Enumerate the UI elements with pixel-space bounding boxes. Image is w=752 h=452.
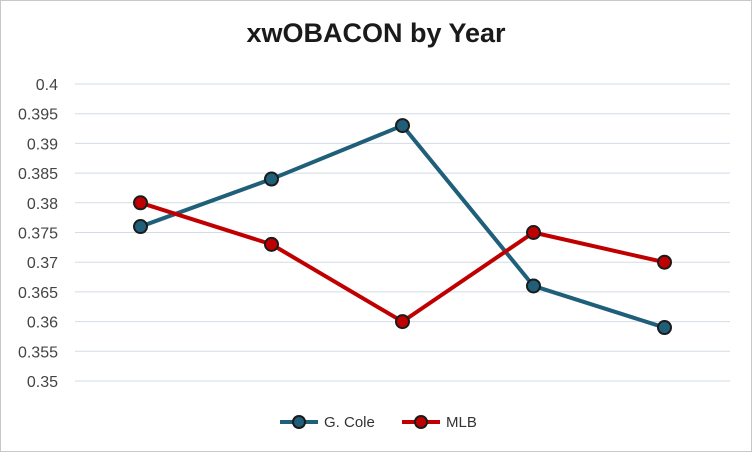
y-tick-label: 0.385 <box>18 166 58 183</box>
legend-label: G. Cole <box>324 414 375 431</box>
y-tick-label: 0.375 <box>18 226 58 243</box>
data-point <box>395 314 410 330</box>
y-tick-label: 0.38 <box>27 196 58 213</box>
data-point <box>657 320 672 336</box>
y-tick-label: 0.4 <box>36 77 58 94</box>
gridlines <box>75 83 730 382</box>
data-point <box>133 219 148 235</box>
y-tick-label: 0.355 <box>18 344 58 361</box>
chart-title: xwOBACON by Year <box>246 18 506 48</box>
data-point <box>264 236 279 252</box>
series-points <box>133 118 672 336</box>
series-lines <box>139 123 666 330</box>
legend-marker <box>292 415 306 429</box>
data-point <box>395 118 410 134</box>
data-point <box>657 254 672 270</box>
data-point <box>133 195 148 211</box>
y-tick-label: 0.36 <box>27 315 58 332</box>
y-tick-label: 0.365 <box>18 285 58 302</box>
data-point <box>526 225 541 240</box>
y-axis-ticks: 0.35 0.355 0.36 0.365 0.37 0.375 0.38 0.385 0.39… <box>18 77 58 391</box>
data-point <box>526 278 541 294</box>
legend-label: MLB <box>446 414 477 431</box>
legend-marker <box>414 415 428 429</box>
y-tick-label: 0.395 <box>18 107 58 124</box>
y-tick-label: 0.35 <box>27 374 58 391</box>
y-tick-label: 0.39 <box>27 136 58 153</box>
legend: G. Cole MLB <box>280 414 477 431</box>
y-tick-label: 0.37 <box>27 255 58 272</box>
data-point <box>264 171 279 187</box>
